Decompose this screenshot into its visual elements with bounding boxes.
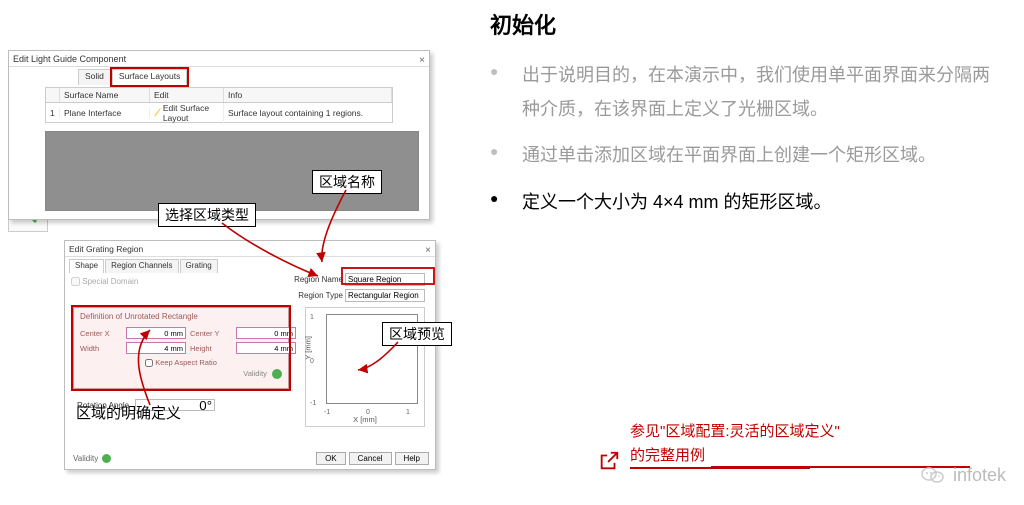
cancel-button[interactable]: Cancel — [349, 452, 392, 465]
valid-icon — [102, 454, 111, 463]
dlg2-title: Edit Grating Region — [69, 244, 143, 254]
inp-center-y[interactable] — [236, 327, 296, 339]
dlg1-titlebar: Edit Light Guide Component × — [9, 51, 429, 67]
callout-explicit-def: 区域的明确定义 — [76, 402, 181, 423]
help-button[interactable]: Help — [395, 452, 429, 465]
ref-line-2: 的完整用例 — [630, 444, 705, 468]
watermark: infotek — [921, 463, 1006, 487]
dlg1-title: Edit Light Guide Component — [13, 54, 126, 64]
close-icon[interactable]: × — [419, 53, 425, 69]
right-column: 初始化 出于说明目的，在本演示中，我们使用单平面界面来分隔两种介质，在该界面上定… — [490, 8, 1000, 231]
th-info: Info — [224, 88, 392, 102]
callout-preview: 区域预览 — [382, 322, 452, 346]
def-title: Definition of Unrotated Rectangle — [80, 312, 282, 321]
valid-icon — [272, 369, 282, 379]
reference-box: 参见"区域配置:灵活的区域定义" 的完整用例 — [630, 420, 970, 469]
wechat-icon — [921, 463, 945, 487]
tab-shape[interactable]: Shape — [69, 259, 104, 273]
inp-width[interactable] — [126, 342, 186, 354]
callout-region-name: 区域名称 — [312, 170, 382, 194]
chk-keep-aspect[interactable] — [145, 359, 153, 367]
table-header: Surface Name Edit Info — [45, 87, 393, 103]
dlg2-titlebar: Edit Grating Region × — [65, 241, 435, 257]
chk-special-domain — [71, 277, 80, 286]
ref-line-1: 参见"区域配置:灵活的区域定义" — [630, 420, 970, 444]
bullet-1: 出于说明目的，在本演示中，我们使用单平面界面来分隔两种介质，在该界面上定义了光栅… — [490, 58, 1000, 126]
close-icon[interactable]: × — [425, 243, 431, 259]
tab-solid[interactable]: Solid — [78, 69, 111, 85]
definition-box: Definition of Unrotated Rectangle Center… — [73, 307, 289, 389]
title: 初始化 — [490, 8, 1000, 40]
screenshots-area: Coordinate Systems Position / Orientatio… — [0, 50, 470, 490]
inp-region-name[interactable] — [345, 273, 425, 286]
sel-region-type[interactable] — [345, 289, 425, 302]
dialog-edit-grating-region: Edit Grating Region × Shape Region Chann… — [64, 240, 436, 470]
dialog-edit-lightguide: Edit Light Guide Component × Solid Surfa… — [8, 50, 430, 220]
ok-button[interactable]: OK — [316, 452, 346, 465]
tab-surface-layouts[interactable]: Surface Layouts — [112, 69, 187, 85]
inp-center-x[interactable] — [126, 327, 186, 339]
th-edit: Edit — [150, 88, 224, 102]
bullet-2: 通过单击添加区域在平面界面上创建一个矩形区域。 — [490, 138, 1000, 172]
lbl-region-type: Region Type — [298, 291, 343, 300]
bullet-list: 出于说明目的，在本演示中，我们使用单平面界面来分隔两种介质，在该界面上定义了光栅… — [490, 58, 1000, 219]
th-surface-name: Surface Name — [60, 88, 150, 102]
pencil-icon[interactable] — [154, 108, 161, 117]
tab-grating[interactable]: Grating — [180, 259, 218, 273]
callout-select-type: 选择区域类型 — [158, 203, 256, 227]
tab-region-channels[interactable]: Region Channels — [105, 259, 178, 273]
bullet-3: 定义一个大小为 4×4 mm 的矩形区域。 — [490, 185, 1000, 219]
lbl-region-name: Region Name — [294, 275, 343, 284]
inp-height[interactable] — [236, 342, 296, 354]
share-icon — [598, 450, 620, 472]
table-row[interactable]: 1 Plane Interface Edit Surface Layout Su… — [45, 103, 393, 123]
